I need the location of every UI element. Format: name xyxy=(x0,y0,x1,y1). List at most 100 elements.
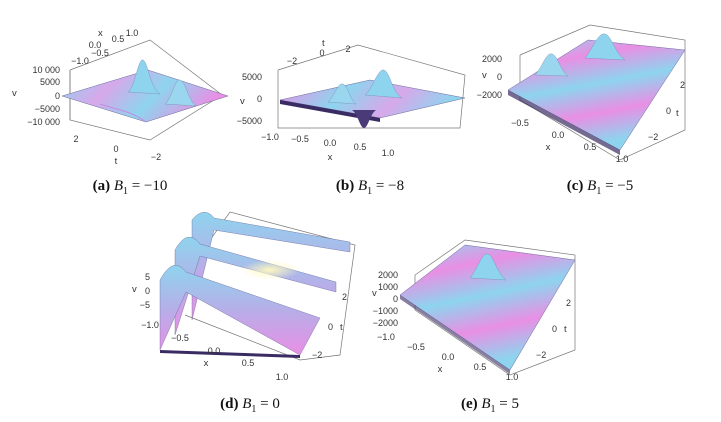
peak-b-2 xyxy=(327,83,357,105)
caption-tag: (b) xyxy=(335,178,355,194)
x-tick: −1.0 xyxy=(261,132,279,142)
surface-plot-a: 10 000 5000 0 −5000 −10 000 v −1.0 −0.5 … xyxy=(12,28,229,167)
x-tick: 0.0 xyxy=(552,130,565,140)
v-tick: 0 xyxy=(55,91,60,101)
x-tick: 0.5 xyxy=(112,34,125,44)
v-axis-label: v xyxy=(12,88,17,99)
v-tick: 0 xyxy=(497,72,502,82)
v-tick: 2000 xyxy=(482,54,502,64)
t-axis-label: t xyxy=(564,324,567,335)
x-axis-label: x xyxy=(438,364,443,375)
t-tick: 2 xyxy=(345,44,350,54)
v-tick: −5 xyxy=(140,300,150,310)
peak-a-2 xyxy=(164,79,197,107)
t-tick: 2 xyxy=(680,80,685,90)
v-tick: −2000 xyxy=(477,90,502,100)
caption-tag: (c) xyxy=(566,178,584,194)
t-axis-label: t xyxy=(115,156,118,167)
x-tick: 0.0 xyxy=(324,138,337,148)
caption-value: = −8 xyxy=(372,178,405,194)
x-tick: −1.0 xyxy=(141,320,159,330)
caption-c: (c) B1 = −5 xyxy=(540,178,660,197)
peak-b-1 xyxy=(364,69,403,99)
x-tick: 0.5 xyxy=(354,142,367,152)
peak-c-2 xyxy=(534,53,569,77)
x-axis-label: x xyxy=(546,142,551,153)
x-tick: 0.5 xyxy=(474,362,487,372)
x-tick: −0.5 xyxy=(291,134,309,144)
caption-variable: B xyxy=(242,396,252,412)
x-axis-label: x xyxy=(98,28,103,39)
v-axis-label: v xyxy=(372,288,377,299)
surface-plot-e: 2000 1000 0 −1000 −2000 v −1.0 −0.5 0.0 … xyxy=(372,239,576,382)
t-axis-label: t xyxy=(340,322,343,333)
v-tick: −5000 xyxy=(35,104,60,114)
caption-subscript: 1 xyxy=(596,186,602,197)
v-tick: 5000 xyxy=(40,77,60,87)
v-tick: 5000 xyxy=(242,72,262,82)
caption-variable: B xyxy=(587,178,597,194)
x-tick: 0.5 xyxy=(242,358,255,368)
caption-tag: (e) xyxy=(460,396,478,412)
caption-a: (a) B1 = −10 xyxy=(60,178,200,197)
figure-panel-a: 10 000 5000 0 −5000 −10 000 v −1.0 −0.5 … xyxy=(0,0,240,200)
caption-tag: (d) xyxy=(220,396,239,412)
trough-b xyxy=(352,110,376,128)
x-axis-label: x xyxy=(204,358,209,369)
caption-variable: B xyxy=(358,178,368,194)
t-tick: 0 xyxy=(328,322,333,332)
v-tick: 0 xyxy=(257,94,262,104)
caption-tag: (a) xyxy=(92,178,111,194)
x-tick: 0.0 xyxy=(208,346,221,356)
caption-variable: B xyxy=(113,178,123,194)
peak-e-1 xyxy=(469,253,507,281)
figure-panel-d: 5 0 −5 v −1.0 −0.5 0.0 0.5 1.0 x 2 0 −2 … xyxy=(130,200,370,422)
v-tick: 2000 xyxy=(378,270,398,280)
v-tick: 1000 xyxy=(378,282,398,292)
figure-panel-b: 5000 0 −5000 v −2 0 2 t −1.0 −0.5 0.0 0.… xyxy=(237,0,480,200)
caption-value: = −5 xyxy=(601,178,634,194)
v-tick: 10 000 xyxy=(32,65,60,75)
highlight-d xyxy=(240,260,300,280)
caption-variable: B xyxy=(481,396,491,412)
t-tick: 2 xyxy=(342,292,347,302)
x-tick: 0.0 xyxy=(442,352,455,362)
x-tick: −1.0 xyxy=(377,332,395,342)
v-tick: 0 xyxy=(393,294,398,304)
caption-d: (d) B1 = 0 xyxy=(190,396,310,415)
surface-plot-b: 5000 0 −5000 v −2 0 2 t −1.0 −0.5 0.0 0.… xyxy=(237,38,466,163)
peak-a-1 xyxy=(127,59,161,95)
peak-c-1 xyxy=(584,33,626,61)
t-tick: −2 xyxy=(312,350,322,360)
surface-plot-c: 2000 0 −2000 v −0.5 0.0 0.5 1.0 x 2 0 −2… xyxy=(477,24,686,164)
caption-value: = −10 xyxy=(128,178,168,194)
caption-e: (e) B1 = 5 xyxy=(430,396,550,415)
caption-b: (b) B1 = −8 xyxy=(310,178,430,197)
caption-value: = 0 xyxy=(256,396,280,412)
t-tick: −2 xyxy=(648,132,658,142)
figure-panel-e: 2000 1000 0 −1000 −2000 v −1.0 −0.5 0.0 … xyxy=(370,200,610,422)
x-tick: 1.0 xyxy=(616,154,629,164)
x-tick: −1.0 xyxy=(71,56,89,66)
v-tick: −1000 xyxy=(373,306,398,316)
x-tick: −0.5 xyxy=(91,48,109,58)
t-axis-label: t xyxy=(676,108,679,119)
t-tick: 0 xyxy=(552,324,557,334)
caption-value: = 5 xyxy=(495,396,520,412)
x-tick: −0.5 xyxy=(511,118,529,128)
t-tick: 0 xyxy=(666,106,671,116)
t-tick: −2 xyxy=(287,56,297,66)
caption-subscript: 1 xyxy=(251,404,257,415)
v-tick: −2000 xyxy=(373,318,398,328)
x-tick: 1.0 xyxy=(382,148,395,158)
v-axis-label: v xyxy=(482,70,487,81)
surface-sheet-a xyxy=(61,69,229,123)
t-tick: −2 xyxy=(151,152,161,162)
v-tick: −10 000 xyxy=(27,117,60,127)
x-tick: 1.0 xyxy=(506,372,519,382)
x-tick: 0.5 xyxy=(584,142,597,152)
t-axis-label: t xyxy=(322,38,325,49)
v-tick: 5 xyxy=(145,272,150,282)
v-axis-label: v xyxy=(132,284,137,295)
x-tick: −0.5 xyxy=(407,342,425,352)
